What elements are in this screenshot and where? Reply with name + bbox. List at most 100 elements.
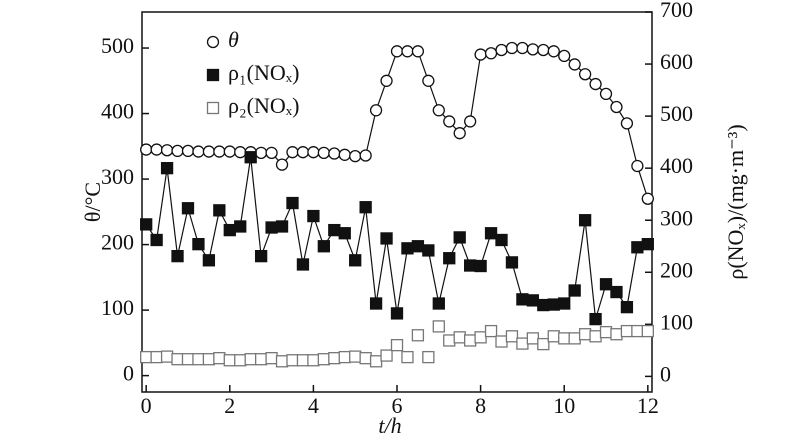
- marker: [286, 146, 299, 159]
- y-tick-label: 400: [101, 99, 134, 124]
- marker: [380, 349, 393, 362]
- marker: [380, 74, 393, 87]
- marker: [380, 232, 393, 245]
- marker: [160, 144, 174, 157]
- marker: [140, 350, 153, 364]
- marker: [307, 354, 320, 367]
- marker: [171, 353, 184, 366]
- marker: [338, 227, 351, 240]
- marker: [369, 297, 383, 310]
- marker: [254, 146, 268, 160]
- marker: [411, 45, 425, 58]
- marker: [547, 330, 560, 343]
- marker: [484, 227, 498, 240]
- marker: [432, 297, 445, 310]
- y2-tick-label: 500: [660, 101, 693, 126]
- marker: [578, 214, 592, 227]
- x-tick-label: 4: [308, 393, 319, 418]
- legend-marker: [206, 35, 220, 49]
- marker: [150, 143, 163, 156]
- marker: [631, 324, 644, 338]
- marker: [516, 337, 529, 350]
- x-axis-label: t/h: [378, 413, 401, 438]
- marker: [171, 249, 184, 263]
- marker: [484, 47, 498, 60]
- marker: [369, 104, 383, 117]
- marker: [234, 354, 247, 367]
- marker: [537, 337, 550, 351]
- marker: [484, 324, 498, 338]
- y-axis-label: θ/°C: [80, 182, 105, 222]
- marker: [359, 352, 372, 365]
- marker: [150, 350, 163, 364]
- legend-marker: [206, 68, 220, 82]
- marker: [422, 74, 435, 87]
- marker: [234, 220, 247, 233]
- marker: [171, 144, 184, 158]
- marker: [443, 334, 456, 347]
- marker: [401, 242, 414, 255]
- marker: [286, 354, 299, 367]
- marker: [317, 146, 330, 160]
- y2-tick-label: 600: [660, 49, 693, 74]
- marker: [192, 238, 205, 251]
- marker: [181, 353, 195, 366]
- marker: [558, 332, 571, 345]
- y2-tick-label: 0: [660, 361, 671, 386]
- legend-label: ρ₁(NOₓ): [228, 60, 299, 85]
- y-tick-label: 0: [123, 361, 134, 386]
- marker: [537, 43, 550, 57]
- marker: [422, 244, 435, 257]
- x-tick-label: 6: [392, 393, 403, 418]
- marker: [390, 339, 404, 352]
- marker: [568, 284, 581, 297]
- marker: [464, 334, 477, 347]
- marker: [349, 149, 362, 163]
- marker: [213, 204, 226, 217]
- marker: [265, 221, 278, 234]
- marker: [369, 355, 383, 368]
- marker: [443, 115, 456, 128]
- marker: [558, 49, 571, 63]
- marker: [516, 293, 529, 306]
- marker: [160, 350, 174, 363]
- marker: [631, 241, 644, 254]
- marker: [495, 43, 508, 57]
- y-tick-label: 500: [101, 33, 134, 58]
- marker: [620, 301, 634, 314]
- marker: [296, 146, 310, 159]
- y2-tick-label: 300: [660, 205, 693, 230]
- marker: [390, 45, 404, 58]
- marker: [432, 104, 445, 117]
- marker: [526, 332, 540, 345]
- marker: [275, 355, 289, 368]
- marker: [265, 352, 278, 365]
- marker: [578, 68, 592, 81]
- y2-axis-label: ρ(NOₓ)/(mg·m⁻³): [723, 124, 748, 279]
- marker: [286, 196, 299, 210]
- marker: [223, 145, 236, 158]
- marker: [589, 330, 602, 343]
- y2-tick-label: 100: [660, 309, 693, 334]
- marker: [296, 258, 310, 271]
- marker: [202, 353, 216, 366]
- marker: [432, 320, 445, 333]
- marker: [568, 332, 581, 345]
- y-tick-label: 300: [101, 164, 134, 189]
- marker: [275, 158, 289, 171]
- marker: [610, 100, 623, 114]
- marker: [349, 350, 362, 363]
- marker: [558, 297, 571, 310]
- marker: [275, 220, 289, 233]
- marker: [631, 159, 644, 173]
- marker: [474, 48, 487, 61]
- marker: [443, 252, 456, 265]
- marker: [181, 202, 195, 215]
- marker: [390, 307, 404, 320]
- marker: [474, 331, 487, 344]
- legend-marker: [206, 101, 220, 115]
- marker: [537, 298, 550, 312]
- marker: [234, 146, 247, 159]
- marker: [328, 223, 341, 237]
